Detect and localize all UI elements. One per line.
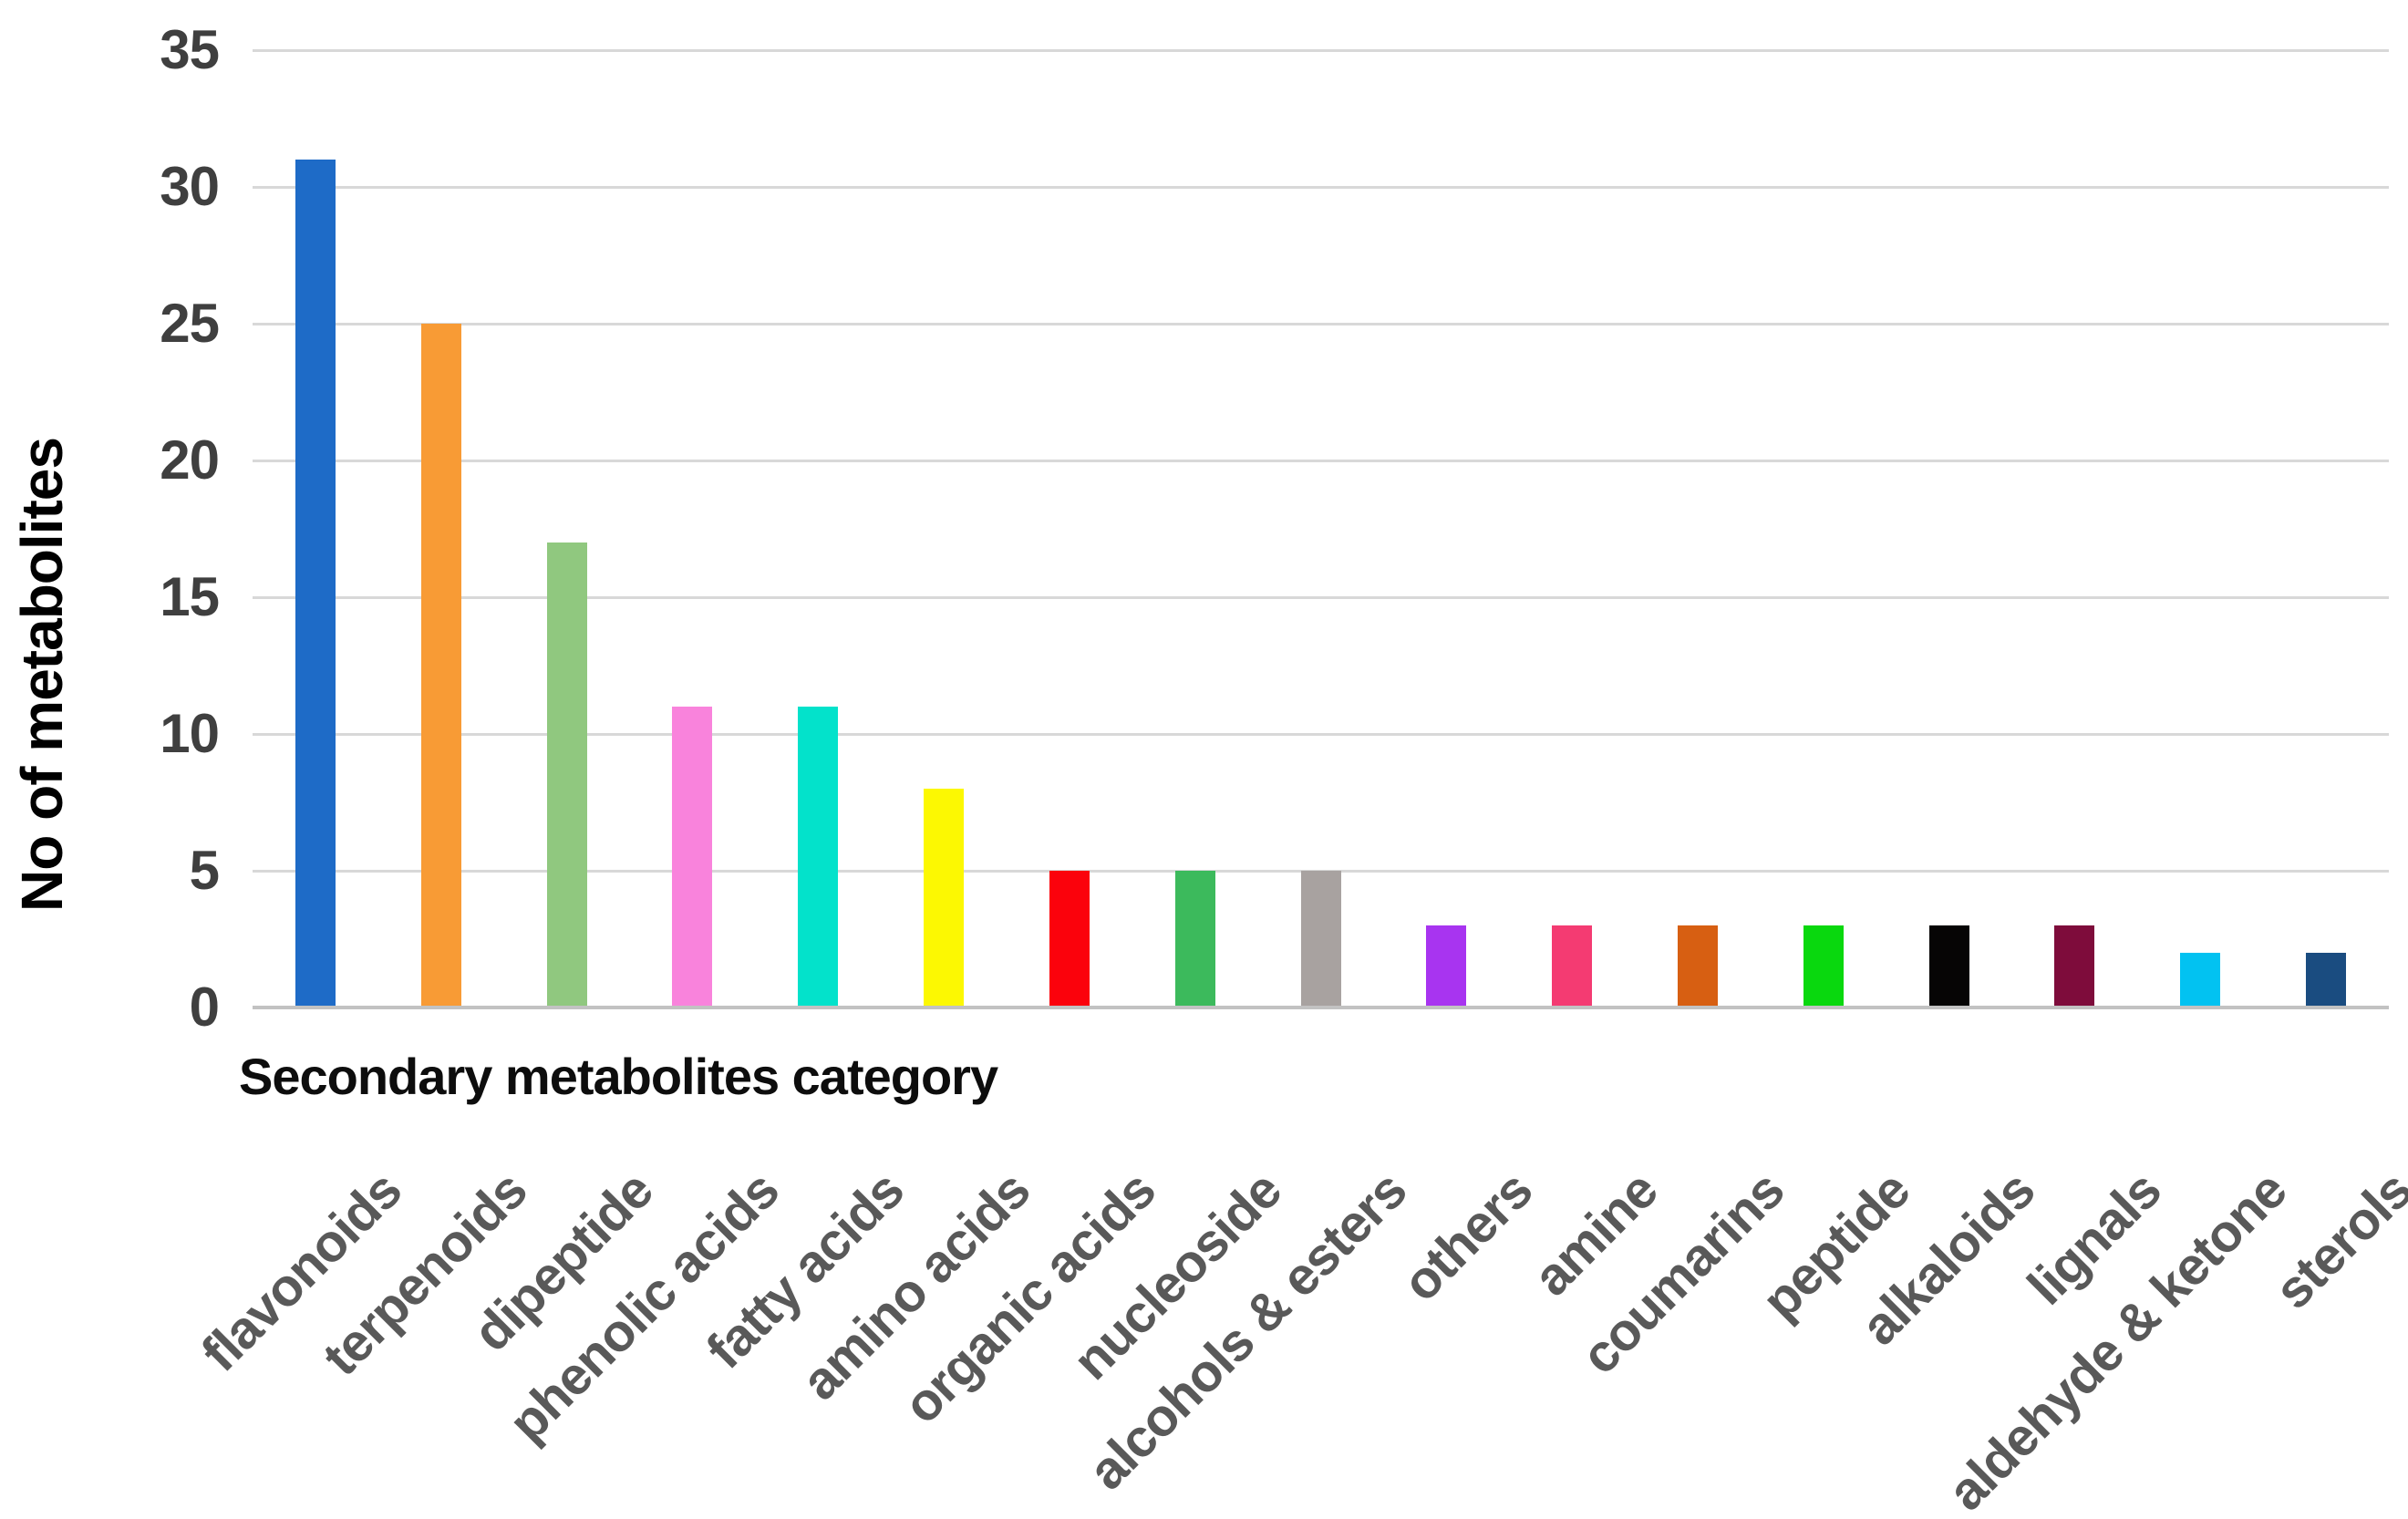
y-tick-label-30: 30 [160,156,220,217]
bar-amine [1552,925,1593,1008]
bar-flavonoids [295,160,336,1008]
x-axis-title: Secondary metabolites category [239,1048,998,1105]
y-tick-label-20: 20 [160,429,220,491]
gridline-15 [253,596,2389,599]
y-tick-label-0: 0 [189,976,220,1038]
gridline-10 [253,733,2389,736]
bar-others [1426,925,1467,1008]
bar-sterols [2306,953,2347,1008]
gridline-35 [253,49,2389,52]
bar-alkaloids [1928,925,1969,1008]
bar-fatty-acids [798,707,839,1008]
y-tick-label-35: 35 [160,19,220,80]
bar-aldehyde-ketone [2180,953,2221,1008]
bar-peptide [1803,925,1844,1008]
y-tick-label-10: 10 [160,703,220,764]
gridline-25 [253,323,2389,326]
bar-terpenoids [420,324,461,1008]
category-label-others: others [1390,1160,1544,1313]
bar-nucleoside [1174,871,1215,1008]
y-tick-label-5: 5 [189,840,220,901]
bar-amino-acids [924,789,964,1008]
bar-dipeptide [546,542,587,1008]
y-tick-label-25: 25 [160,293,220,354]
bar-coumarins [1678,925,1718,1008]
bar-alcohols-esters [1300,871,1341,1008]
bar-organic-acids [1049,871,1090,1008]
x-axis-line [253,1006,2389,1009]
bar-lignals [2054,925,2095,1008]
gridline-30 [253,186,2389,189]
gridline-20 [253,460,2389,462]
bar-phenolic-acids [672,707,713,1008]
category-label-sterols: sterols [2263,1160,2408,1321]
y-tick-label-15: 15 [160,566,220,627]
